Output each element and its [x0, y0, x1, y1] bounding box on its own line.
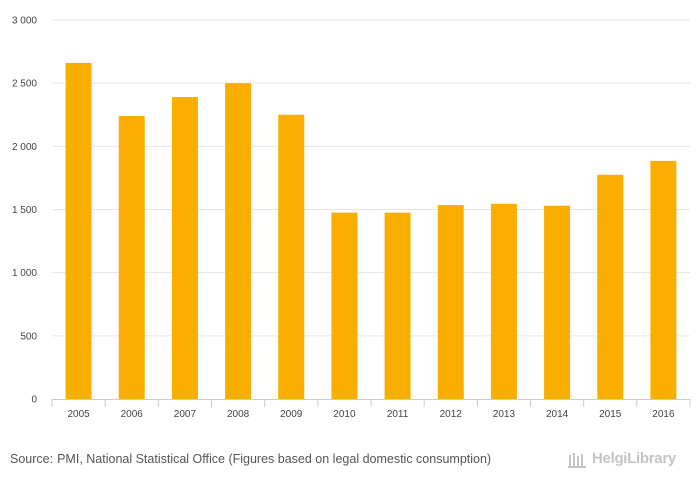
bar-2006	[118, 116, 145, 399]
x-tick-label: 2010	[333, 409, 356, 420]
gridlines	[52, 19, 690, 337]
x-tick-label: 2006	[121, 409, 144, 420]
logo-text: HelgiLibrary	[592, 450, 676, 467]
y-tick-label: 0	[31, 395, 37, 406]
y-tick-label: 500	[20, 331, 37, 342]
x-tick-label: 2007	[174, 409, 197, 420]
x-axis-ticks: 2005 2006 2007 2008 2009 2010 2011 2012 2013 2014…	[51, 399, 691, 420]
bars	[65, 62, 677, 400]
bar-2005	[65, 62, 92, 399]
bar-2008	[225, 83, 252, 400]
x-tick-label: 2009	[280, 409, 303, 420]
x-tick-label: 2015	[599, 409, 622, 420]
x-tick-label: 2014	[546, 409, 569, 420]
helgi-library-icon	[568, 453, 586, 468]
bar-2013	[490, 203, 517, 399]
y-tick-label: 1 500	[12, 205, 37, 216]
bar-2009	[278, 114, 305, 399]
x-tick-label: 2008	[227, 409, 250, 420]
bar-2012	[437, 205, 464, 399]
y-axis-ticks: 0 500 1 000 1 500 2 000 2 500 3 000	[12, 16, 37, 406]
helgi-library-logo: HelgiLibrary	[568, 449, 692, 471]
source-note: Source: PMI, National Statistical Office…	[10, 451, 530, 468]
x-tick-label: 2005	[67, 409, 90, 420]
x-tick-label: 2013	[493, 409, 516, 420]
bar-2014	[544, 205, 571, 399]
y-tick-label: 3 000	[12, 16, 37, 27]
y-tick-label: 1 000	[12, 268, 37, 279]
source-text: PMI, National Statistical Office (Figure…	[57, 452, 492, 466]
source-label: Source:	[10, 452, 54, 466]
y-tick-label: 2 000	[12, 142, 37, 153]
bar-2010	[331, 212, 358, 399]
x-tick-label: 2016	[652, 409, 675, 420]
y-tick-label: 2 500	[12, 79, 37, 90]
bar-2007	[171, 97, 198, 400]
bar-2011	[384, 212, 411, 399]
x-tick-label: 2012	[440, 409, 463, 420]
bar-2016	[650, 160, 677, 399]
bar-2015	[597, 174, 624, 399]
x-tick-label: 2011	[387, 409, 409, 420]
